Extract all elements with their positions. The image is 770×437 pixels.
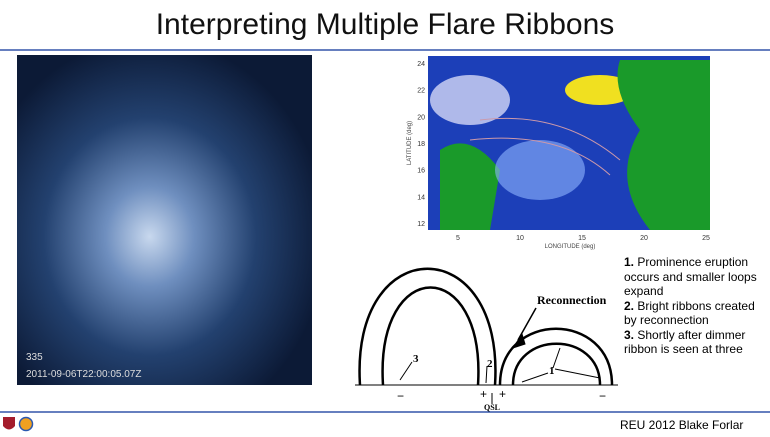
map	[428, 56, 710, 230]
loop-diagram	[355, 269, 618, 404]
plus-sign: +	[499, 387, 506, 401]
map-y-tick: 24	[417, 61, 425, 68]
note-text: Bright ribbons created by reconnection	[624, 299, 755, 328]
note: 3. Shortly after dimmer ribbon is seen a…	[624, 328, 770, 357]
minus-sign: −	[599, 389, 606, 403]
note-number: 2.	[624, 299, 634, 313]
solar-image	[17, 55, 312, 385]
map-x-tick: 25	[702, 235, 710, 242]
label-3: 3	[413, 353, 419, 365]
note-text: Shortly after dimmer ribbon is seen at t…	[624, 328, 745, 357]
map-y-tick: 22	[417, 88, 425, 95]
note: 1. Prominence eruption occurs and smalle…	[624, 255, 770, 299]
map-x-tick: 5	[456, 235, 460, 242]
note-number: 3.	[624, 328, 634, 342]
minus-sign: −	[397, 389, 404, 403]
image-label: 335	[26, 352, 43, 363]
map-y-tick: 12	[417, 221, 425, 228]
map-y-tick: 14	[417, 194, 425, 201]
map-x-tick: 20	[640, 235, 648, 242]
logos	[3, 417, 33, 431]
map-x-tick: 10	[516, 235, 524, 242]
slide: 335 2011-09-06T22:00:05.07Z LATITUDE (de…	[0, 0, 770, 437]
map-y-tick: 18	[417, 141, 425, 148]
notes-list: 1. Prominence eruption occurs and smalle…	[624, 255, 770, 357]
label-2: 2	[487, 358, 493, 370]
image-timestamp: 2011-09-06T22:00:05.07Z	[26, 369, 141, 380]
plus-sign: +	[480, 387, 487, 401]
qsl-label: QSL	[484, 403, 500, 412]
note-number: 1.	[624, 255, 634, 269]
map-y-tick: 20	[417, 114, 425, 121]
note-text: Prominence eruption occurs and smaller l…	[624, 255, 757, 298]
footer-text: REU 2012 Blake Forlar	[620, 418, 743, 432]
map-y-tick: 16	[417, 168, 425, 175]
map-x-tick: 15	[578, 235, 586, 242]
map-x-label: LONGITUDE (deg)	[545, 244, 596, 250]
slide-title: Interpreting Multiple Flare Ribbons	[0, 8, 770, 42]
note: 2. Bright ribbons created by reconnectio…	[624, 299, 770, 328]
reconnection-label: Reconnection	[537, 293, 607, 307]
label-1: 1	[549, 365, 555, 377]
map-y-label: LATITUDE (deg)	[407, 121, 413, 165]
slide-graphics: 335 2011-09-06T22:00:05.07Z LATITUDE (de…	[0, 0, 770, 437]
